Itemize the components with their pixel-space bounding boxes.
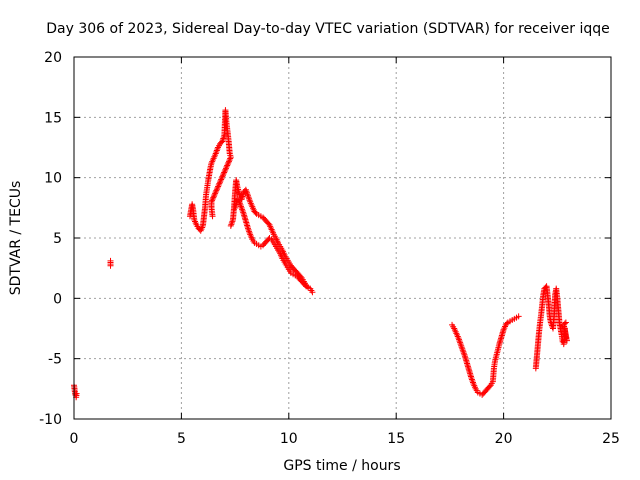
grid-lines [73, 56, 612, 420]
data-point [209, 196, 216, 203]
y-tick-label: 15 [44, 110, 62, 126]
data-point [223, 163, 230, 170]
series-segment-2 [107, 257, 114, 269]
data-point [252, 209, 259, 216]
x-tick-label: 5 [177, 431, 186, 447]
data-point [212, 190, 219, 197]
data-point [561, 320, 568, 327]
data-point [224, 161, 231, 168]
data-point [213, 186, 220, 193]
x-tick-label: 10 [280, 431, 298, 447]
data-point [221, 168, 228, 175]
series-segment-5 [232, 196, 309, 290]
series-segment-1 [71, 382, 80, 401]
data-point [225, 159, 232, 166]
x-tick-label: 0 [70, 431, 79, 447]
data-point [209, 197, 216, 204]
data-point [221, 169, 228, 176]
data-point [225, 158, 232, 165]
series-segment-6 [449, 313, 522, 398]
data-point [219, 172, 226, 179]
data-point [562, 319, 569, 326]
data-point [515, 313, 522, 320]
y-tick-label: 10 [44, 171, 62, 187]
x-tick-label: 25 [602, 431, 620, 447]
data-point [213, 187, 220, 194]
data-point [212, 189, 219, 196]
data-point [217, 177, 224, 184]
data-points [71, 107, 570, 401]
data-point [226, 156, 233, 163]
data-point [301, 282, 308, 289]
x-axis-label: GPS time / hours [283, 458, 400, 474]
data-point [503, 320, 510, 327]
y-tick-label: 0 [53, 291, 62, 307]
data-point [215, 183, 222, 190]
data-point [216, 179, 223, 186]
data-point [220, 170, 227, 177]
data-point [227, 155, 234, 162]
data-point [302, 283, 309, 290]
data-point [209, 213, 216, 220]
y-tick-label: -5 [48, 352, 62, 368]
data-point [218, 176, 225, 183]
y-tick-label: 5 [53, 231, 62, 247]
data-point [73, 390, 80, 397]
data-point [216, 180, 223, 187]
data-point [218, 175, 225, 182]
data-point [210, 194, 217, 201]
y-tick-label: 20 [44, 50, 62, 66]
data-point [211, 191, 218, 198]
data-point [486, 383, 493, 390]
data-point [210, 193, 217, 200]
data-point [228, 219, 235, 226]
series-segment-4 [227, 177, 316, 296]
chart-title: Day 306 of 2023, Sidereal Day-to-day VTE… [46, 21, 610, 37]
data-point [215, 182, 222, 189]
y-tick-label: -10 [39, 412, 62, 428]
y-axis-label: SDTVAR / TECUs [8, 181, 24, 296]
data-point [222, 166, 229, 173]
tick-labels: 0 5 10 15 20 25 -10 -5 0 5 10 15 20 [39, 50, 620, 447]
data-point [309, 289, 316, 296]
series-segment-7 [532, 283, 570, 372]
data-point [224, 162, 231, 169]
x-tick-label: 15 [387, 431, 405, 447]
data-point [227, 154, 234, 161]
series-segment-3 [186, 107, 234, 234]
x-tick-label: 20 [495, 431, 513, 447]
plot-frame [73, 56, 612, 420]
data-point [214, 184, 221, 191]
data-point [107, 257, 114, 264]
data-point [222, 165, 229, 172]
data-point [219, 173, 226, 180]
